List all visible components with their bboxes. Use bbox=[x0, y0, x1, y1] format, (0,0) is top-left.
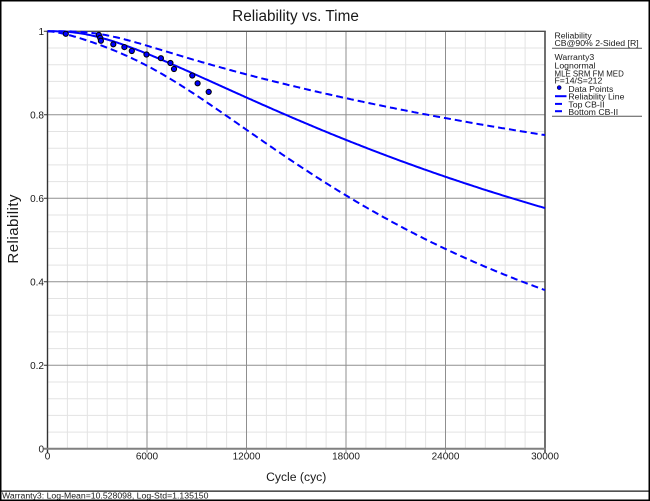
svg-text:Bottom CB-II: Bottom CB-II bbox=[568, 107, 618, 117]
svg-text:0.8: 0.8 bbox=[30, 110, 44, 121]
svg-text:0.4: 0.4 bbox=[30, 277, 44, 288]
svg-text:Lognormal: Lognormal bbox=[555, 61, 596, 71]
svg-text:Top CB-II: Top CB-II bbox=[568, 99, 604, 109]
svg-text:F=14/S=212: F=14/S=212 bbox=[555, 76, 603, 86]
svg-text:Warranty3: Warranty3 bbox=[555, 52, 595, 62]
svg-text:6000: 6000 bbox=[136, 452, 159, 463]
svg-text:CB@90% 2-Sided [R]: CB@90% 2-Sided [R] bbox=[555, 38, 639, 48]
svg-text:Reliability vs. Time: Reliability vs. Time bbox=[232, 8, 359, 25]
svg-text:1: 1 bbox=[38, 27, 44, 38]
svg-text:Reliability Line: Reliability Line bbox=[568, 92, 624, 102]
svg-text:12000: 12000 bbox=[233, 452, 261, 463]
svg-text:0: 0 bbox=[45, 452, 51, 463]
svg-text:0.6: 0.6 bbox=[30, 194, 44, 205]
svg-text:24000: 24000 bbox=[432, 452, 460, 463]
svg-text:Cycle (cyc): Cycle (cyc) bbox=[266, 470, 326, 484]
svg-text:0.2: 0.2 bbox=[30, 361, 44, 372]
svg-text:18000: 18000 bbox=[332, 452, 360, 463]
svg-text:Reliability: Reliability bbox=[555, 30, 593, 40]
svg-text:MLE SRM FM MED: MLE SRM FM MED bbox=[555, 69, 625, 78]
svg-text:0: 0 bbox=[38, 444, 44, 455]
svg-text:30000: 30000 bbox=[531, 452, 559, 463]
svg-text:Data Points: Data Points bbox=[568, 84, 614, 94]
svg-text:Reliability: Reliability bbox=[5, 194, 22, 264]
svg-text:Warranty3: Log-Mean=10.528098,: Warranty3: Log-Mean=10.528098, Log-Std=1… bbox=[2, 491, 209, 501]
